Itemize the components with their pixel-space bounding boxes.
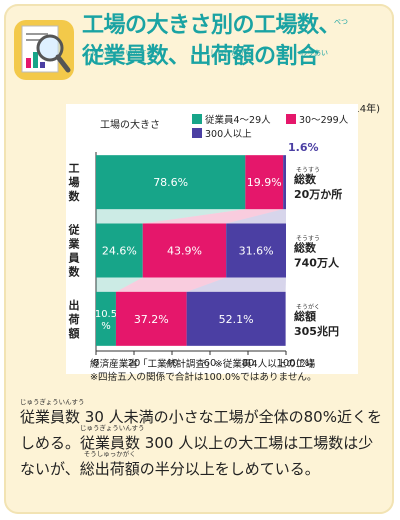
bar-segment-0-2 <box>283 155 286 210</box>
chart-source: 経済産業省「工業統計調査」※従業員4人以上の工場 ※四捨五入の関係で合計は100… <box>90 358 390 384</box>
legend-title: 工場の大きさ <box>100 118 160 131</box>
body-word-jugyouinsuu-1: じゅうぎょういんすう従業員数 <box>20 398 85 426</box>
total-label-0: 総数 <box>294 172 317 186</box>
title-line2: 従業員数、出荷額の割合 <box>82 44 319 69</box>
category-label-0: 工場数 <box>69 162 81 203</box>
legend-label-0: 従業員4～29人 <box>205 114 271 126</box>
total-ruby-0: そうすう <box>296 167 320 174</box>
category-label-2: 出荷額 <box>68 298 80 340</box>
body-word-soushukkagaku: そうしゅっかがく総出荷額 <box>79 450 140 478</box>
bar-label-1-1: 43.9% <box>167 245 202 258</box>
magnifier-chart-icon <box>14 20 74 80</box>
bar-segment-2-1 <box>115 291 187 346</box>
category-label-1: 従業員数 <box>68 223 81 279</box>
body-ruby-5: そうしゅっかがく <box>83 450 136 458</box>
bar-segment-1-2 <box>226 223 286 278</box>
connector-band-0-0 <box>96 209 246 224</box>
legend-label-1: 30～299人 <box>299 115 349 126</box>
bar-label-1-0: 24.6% <box>102 245 137 258</box>
total-value-0: 20万か所 <box>294 187 342 201</box>
legend-swatch-1 <box>286 114 296 124</box>
body-span-5: 総出荷額 <box>79 460 140 478</box>
title-ruby-wariai: わりあい <box>300 49 328 57</box>
connector-band-1-2 <box>186 277 286 292</box>
bar-label-2-2: 52.1% <box>219 313 254 326</box>
bar-segment-0-0 <box>96 155 246 210</box>
bar-segment-2-2 <box>186 291 286 346</box>
x-tick-label-2: 40 <box>166 358 179 369</box>
title-ruby-betsu: べつ <box>334 18 348 26</box>
connector-band-1-0 <box>96 277 143 292</box>
bar-label-0-1: 19.9% <box>247 176 282 189</box>
title-ruby-jugyouinsuu: じゅうぎょういんすう <box>84 49 154 57</box>
info-card: べつ 工場の大きさ別の工場数、 じゅうぎょういんすう しゅっかがく わりあい 従… <box>4 4 394 514</box>
connector-band-1-1 <box>115 277 227 292</box>
body-ruby-3: じゅうぎょういんすう <box>80 424 145 432</box>
bar-label-1-2: 31.6% <box>239 245 274 258</box>
total-value-2: 305兆円 <box>294 324 339 338</box>
x-unit-label: (%) <box>296 358 313 369</box>
title-ruby-shukkagaku: しゅっかがく <box>210 49 252 57</box>
chart-year: (2014年) <box>336 104 380 115</box>
connector-band-0-2 <box>226 209 286 224</box>
connector-band-0-1 <box>142 209 284 224</box>
legend-swatch-2 <box>192 128 202 138</box>
page-title: べつ 工場の大きさ別の工場数、 じゅうぎょういんすう しゅっかがく わりあい 従… <box>82 10 392 72</box>
total-ruby-1: そうすう <box>296 236 320 243</box>
source-line1: 経済産業省「工業統計調査」※従業員4人以上の工場 <box>90 359 316 370</box>
bar-label-2-0: 10.5% <box>95 309 117 332</box>
bar-label-0-0: 78.6% <box>153 176 188 189</box>
x-tick-label-0: 0 <box>93 358 99 369</box>
bar-label-2-1: 37.2% <box>134 313 169 326</box>
bar-segment-1-0 <box>96 223 143 278</box>
total-value-1: 740万人 <box>294 256 340 270</box>
body-span-2: 30 人未満の小さな工場が全体の80%近くをしめる。 <box>20 408 382 452</box>
body-word-jugyouinsuu-2: じゅうぎょういんすう従業員数 <box>80 424 145 452</box>
total-ruby-2: そうがく <box>296 303 320 311</box>
bar-segment-2-0 <box>96 291 116 346</box>
bar-label-0-2: 1.6% <box>288 141 319 154</box>
x-tick-label-5: 100 <box>276 358 295 369</box>
x-tick-label-3: 60 <box>204 358 217 369</box>
x-tick-label-1: 20 <box>128 358 141 369</box>
body-ruby-1: じゅうぎょういんすう <box>20 398 85 406</box>
source-line2: ※四捨五入の関係で合計は100.0%ではありません。 <box>90 372 317 383</box>
total-label-2: 総額 <box>294 309 316 323</box>
body-span-3: 従業員数 <box>80 434 141 452</box>
title-line1: 工場の大きさ別の工場数、 <box>82 13 341 38</box>
legend-swatch-0 <box>192 114 202 124</box>
body-span-4: 300 人以上の大工場は工場数は少ないが、 <box>20 434 374 478</box>
body-span-1: 従業員数 <box>20 408 81 426</box>
body-text: じゅうぎょういんすう 従業員数 30 人未満の小さな工場が全体の80%近くをしめる… <box>20 398 386 482</box>
legend-label-2: 300人以上 <box>205 129 252 140</box>
bar-segment-1-1 <box>142 223 227 278</box>
x-tick-label-4: 80 <box>242 358 255 369</box>
body-span-6: の半分以上をしめている。 <box>139 460 320 478</box>
bar-segment-0-1 <box>245 155 284 210</box>
total-label-1: 総数 <box>294 241 317 255</box>
